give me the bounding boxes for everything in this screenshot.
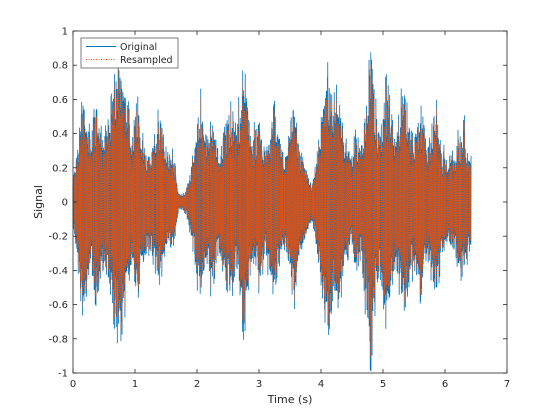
legend-box <box>80 37 179 69</box>
y-tick-label: 0 <box>62 198 68 209</box>
x-tick-label: 5 <box>380 379 386 390</box>
y-tick-label: 1 <box>62 27 68 38</box>
y-tick-label: 0.4 <box>52 129 68 140</box>
x-tick-label: 4 <box>318 379 324 390</box>
y-tick-label: -0.6 <box>48 300 68 311</box>
x-axis-label: Time (s) <box>267 393 313 406</box>
y-axis-label: Signal <box>32 185 45 219</box>
ticks-group: 0 1 2 3 4 5 6 7 -1 -0.8 -0.6 -0.4 -0.2 0 0.2 0.4 0.6 0.8 1 <box>48 27 510 391</box>
x-tick-label: 6 <box>442 379 448 390</box>
x-tick-label: 1 <box>132 379 138 390</box>
x-tick-label: 7 <box>504 379 510 390</box>
x-tick-label: 3 <box>256 379 262 390</box>
y-tick-label: -0.2 <box>48 232 68 243</box>
plot-area <box>72 31 507 373</box>
legend-label-original: Original <box>120 42 157 53</box>
x-tick-label: 2 <box>194 379 200 390</box>
y-tick-label: 0.6 <box>52 95 68 106</box>
series-line-resampled <box>72 64 472 358</box>
y-tick-label: 0.2 <box>52 163 68 174</box>
series-group <box>72 52 472 372</box>
y-tick-label: -0.4 <box>48 266 68 277</box>
x-tick-label: 0 <box>70 379 76 390</box>
y-tick-label: 0.8 <box>52 61 68 72</box>
y-tick-label: -1 <box>58 369 68 380</box>
legend: Original Resampled <box>80 37 179 69</box>
y-tick-label: -0.8 <box>48 334 68 345</box>
legend-label-resampled: Resampled <box>120 55 173 66</box>
